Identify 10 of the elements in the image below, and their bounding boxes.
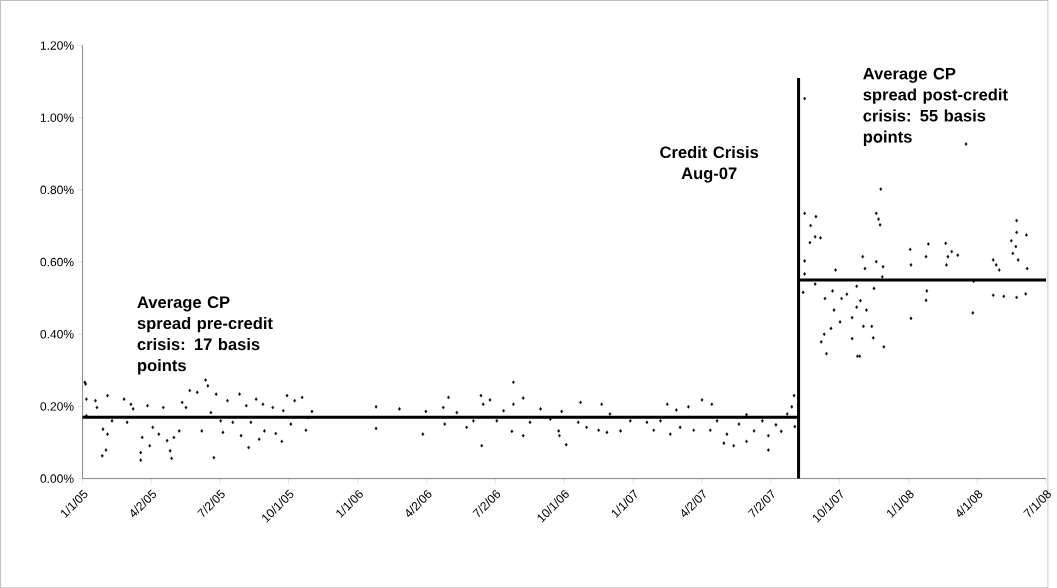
y-tick-label: 0.40%	[40, 329, 74, 339]
y-tick-label: 1.00%	[40, 113, 74, 122]
annotation: Credit Crisis Aug-07	[660, 145, 759, 183]
y-tick-label: 0.00%	[40, 474, 74, 483]
y-tick-label: 0.60%	[40, 257, 74, 267]
annotation: Average CP spread post-credit crisis: 55 basis points	[863, 67, 1008, 146]
y-tick-label: 0.20%	[40, 402, 74, 411]
y-tick-label: 1.20%	[40, 41, 74, 50]
y-tick-label: 0.80%	[40, 185, 74, 194]
annotation: Average CP spread pre-credit crisis: 17 basis points	[137, 296, 273, 375]
